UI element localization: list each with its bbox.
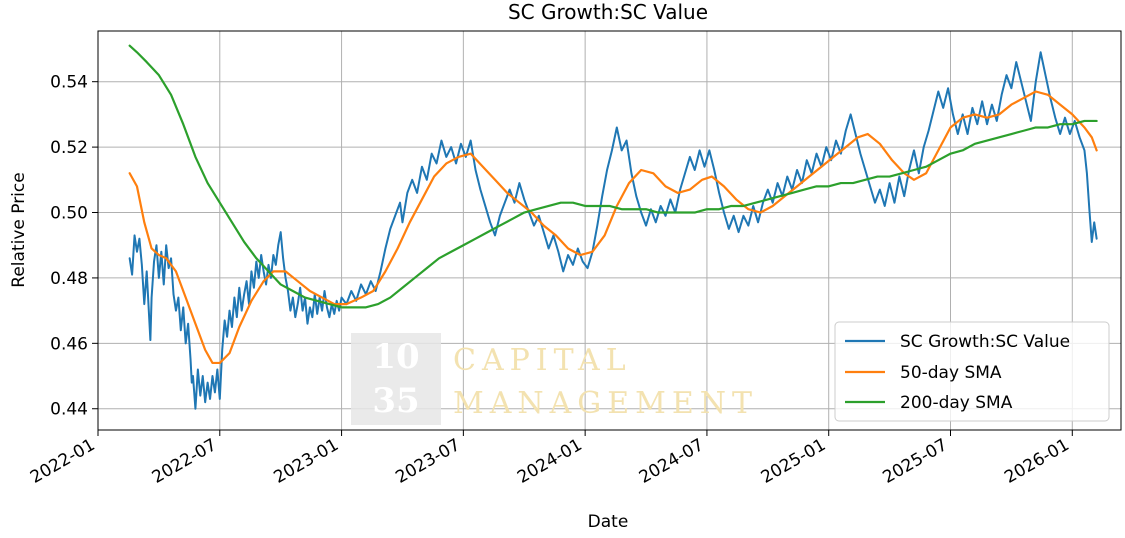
y-axis-ticks: 0.44 0.46 0.48 0.50 0.52 0.54 <box>50 73 98 420</box>
y-tick-label: 0.46 <box>50 334 88 354</box>
y-tick-label: 0.52 <box>50 138 88 158</box>
watermark-number-top: 10 <box>372 337 419 377</box>
y-tick-label: 0.50 <box>50 204 88 224</box>
series-lines <box>128 44 1098 410</box>
legend: SC Growth:SC Value 50-day SMA 200-day SM… <box>834 321 1110 422</box>
watermark-line1: CAPITAL <box>453 343 632 378</box>
y-tick-label: 0.54 <box>50 73 88 93</box>
series-line-50-day-sma <box>128 90 1098 365</box>
y-tick-label: 0.44 <box>50 400 88 420</box>
watermark-number-bottom: 35 <box>372 381 419 421</box>
legend-box <box>834 321 1110 422</box>
watermark-line2: MANAGEMENT <box>453 386 758 421</box>
legend-label-200-day-sma: 200-day SMA <box>900 393 1013 413</box>
y-axis-title: Relative Price <box>9 172 29 287</box>
legend-label-sc-growth-sc-value: SC Growth:SC Value <box>900 332 1070 352</box>
legend-label-50-day-sma: 50-day SMA <box>900 363 1002 383</box>
chart-title: SC Growth:SC Value <box>508 0 708 24</box>
plot-frame <box>97 30 1122 431</box>
x-axis-title: Date <box>588 512 629 532</box>
watermark: 10 35 CAPITAL MANAGEMENT <box>351 333 758 425</box>
watermark-logo-box <box>351 333 441 425</box>
series-line-200-day-sma <box>128 44 1098 309</box>
series-line-sc-growth-sc-value <box>128 51 1098 410</box>
y-tick-label: 0.48 <box>50 269 88 289</box>
